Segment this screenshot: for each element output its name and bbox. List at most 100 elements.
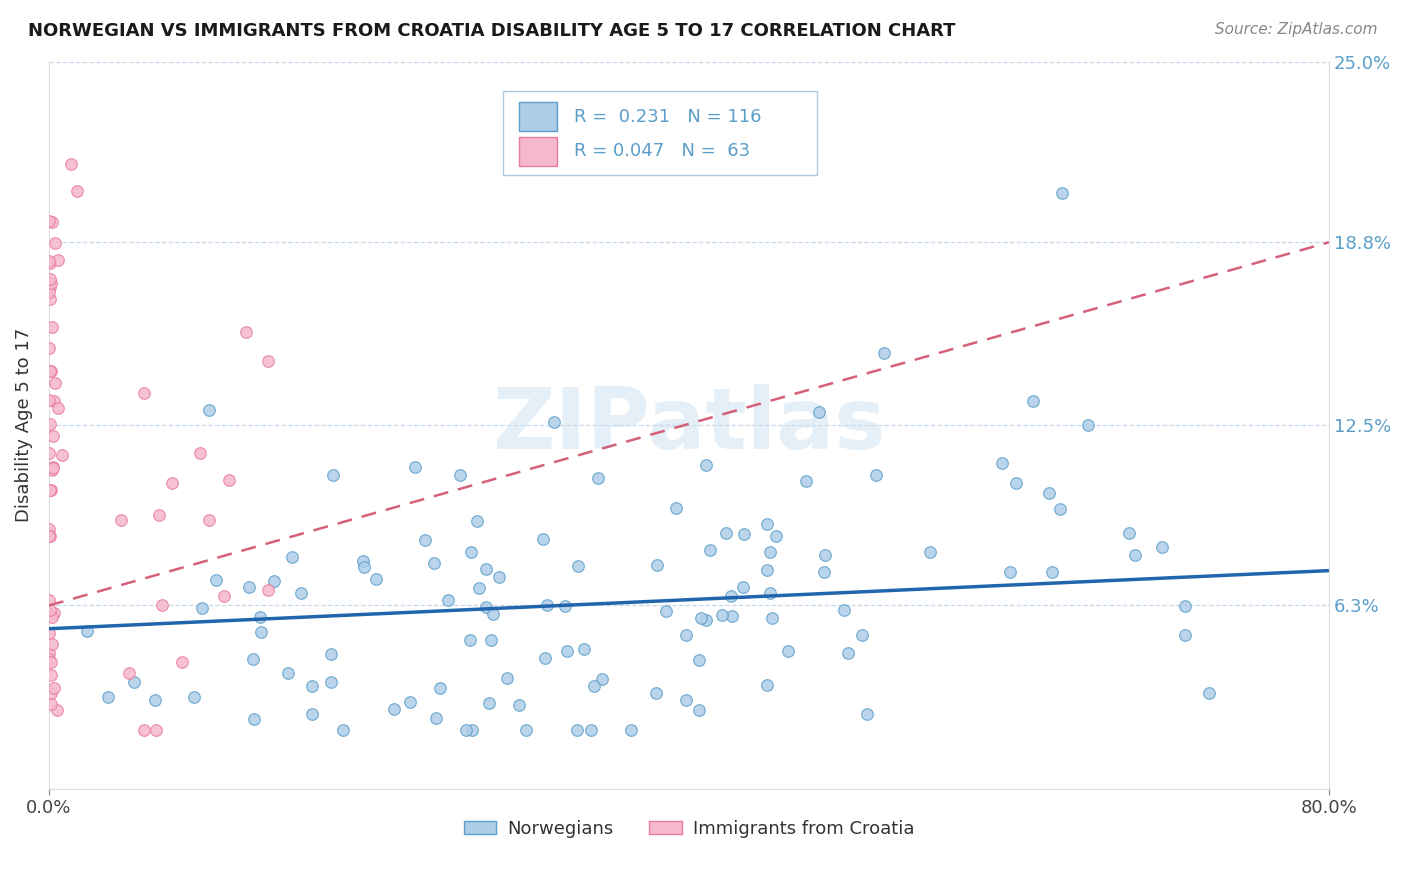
Point	[460, 632, 482, 647]
Point	[554, 599, 576, 613]
FancyBboxPatch shape	[519, 137, 557, 166]
Point	[543, 416, 565, 430]
Point	[42, 681, 65, 696]
Point	[41, 610, 63, 624]
Point	[66, 184, 89, 198]
Point	[132, 723, 155, 738]
Point	[756, 678, 779, 692]
Point	[731, 580, 754, 594]
Point	[235, 326, 257, 340]
Point	[45, 703, 67, 717]
Point	[755, 517, 778, 532]
Point	[481, 607, 503, 622]
Point	[991, 456, 1014, 470]
Point	[465, 514, 488, 528]
Point	[475, 562, 498, 576]
Point	[42, 394, 65, 409]
Point	[586, 471, 609, 485]
Point	[655, 603, 678, 617]
Text: NORWEGIAN VS IMMIGRANTS FROM CROATIA DISABILITY AGE 5 TO 17 CORRELATION CHART: NORWEGIAN VS IMMIGRANTS FROM CROATIA DIS…	[28, 22, 956, 40]
Point	[39, 364, 62, 378]
Point	[567, 723, 589, 738]
Point	[212, 589, 235, 603]
Point	[1038, 485, 1060, 500]
Point	[1052, 186, 1074, 200]
Point	[794, 474, 817, 488]
Point	[41, 637, 63, 651]
Text: ZIPatlas: ZIPatlas	[492, 384, 886, 467]
Point	[475, 599, 498, 614]
Point	[759, 545, 782, 559]
Point	[675, 693, 697, 707]
Point	[39, 668, 62, 682]
Point	[488, 570, 510, 584]
Point	[688, 652, 710, 666]
Point	[865, 468, 887, 483]
Point	[290, 586, 312, 600]
Point	[39, 529, 62, 543]
Point	[620, 723, 643, 738]
Point	[41, 462, 63, 476]
Point	[190, 445, 212, 459]
Point	[998, 565, 1021, 579]
Point	[495, 671, 517, 685]
Point	[364, 572, 387, 586]
Point	[352, 554, 374, 568]
Point	[197, 513, 219, 527]
Point	[97, 690, 120, 704]
Point	[38, 522, 60, 536]
Point	[1021, 394, 1043, 409]
Point	[39, 271, 62, 285]
Point	[191, 600, 214, 615]
Point	[759, 585, 782, 599]
Point	[145, 723, 167, 738]
Point	[38, 626, 60, 640]
Point	[579, 723, 602, 738]
Point	[920, 545, 942, 559]
Point	[699, 542, 721, 557]
Point	[399, 695, 422, 709]
Point	[572, 642, 595, 657]
Point	[461, 723, 484, 738]
Point	[515, 723, 537, 738]
Point	[249, 609, 271, 624]
Point	[508, 698, 530, 712]
Point	[429, 681, 451, 695]
Point	[277, 665, 299, 680]
Text: Source: ZipAtlas.com: Source: ZipAtlas.com	[1215, 22, 1378, 37]
Point	[332, 723, 354, 738]
Point	[38, 393, 60, 408]
Point	[1077, 418, 1099, 433]
Point	[479, 633, 502, 648]
Point	[665, 501, 688, 516]
Point	[238, 580, 260, 594]
Point	[437, 593, 460, 607]
Point	[38, 417, 60, 431]
Point	[851, 628, 873, 642]
Point	[122, 675, 145, 690]
Point	[39, 293, 62, 307]
Point	[38, 285, 60, 300]
Point	[1118, 525, 1140, 540]
Point	[143, 693, 166, 707]
Point	[1198, 686, 1220, 700]
Point	[413, 533, 436, 547]
Point	[42, 607, 65, 621]
Point	[567, 558, 589, 573]
Point	[205, 573, 228, 587]
Point	[1123, 548, 1146, 562]
Point	[41, 215, 63, 229]
Point	[250, 625, 273, 640]
Point	[41, 698, 63, 712]
Point	[1049, 502, 1071, 516]
Point	[1174, 599, 1197, 614]
Point	[832, 603, 855, 617]
Point	[39, 256, 62, 270]
Point	[710, 607, 733, 622]
Point	[536, 598, 558, 612]
Point	[1004, 476, 1026, 491]
Point	[1040, 565, 1063, 579]
Point	[645, 558, 668, 573]
Point	[695, 613, 717, 627]
Point	[41, 429, 63, 443]
